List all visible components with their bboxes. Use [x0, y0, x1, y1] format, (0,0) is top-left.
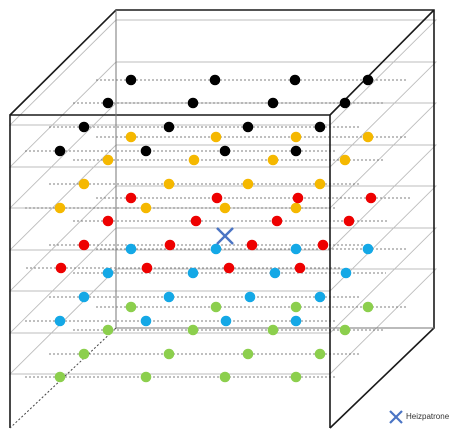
sensor-points — [54, 74, 377, 383]
black-point — [125, 74, 137, 86]
green-point — [125, 301, 137, 313]
blue-point — [102, 267, 114, 279]
blue-point — [220, 315, 232, 327]
yellow-point — [78, 178, 90, 190]
blue-point — [54, 315, 66, 327]
black-point — [187, 97, 199, 109]
legend-label: Heizpatrone — [406, 412, 450, 421]
black-point — [209, 74, 221, 86]
red-point — [271, 215, 283, 227]
green-point — [242, 348, 254, 360]
black-point — [54, 145, 66, 157]
green-point — [210, 301, 222, 313]
yellow-point — [339, 154, 351, 166]
black-point — [290, 145, 302, 157]
black-point — [102, 97, 114, 109]
yellow-point — [362, 131, 374, 143]
blue-point — [78, 291, 90, 303]
black-point — [339, 97, 351, 109]
legend: Heizpatrone — [388, 409, 449, 425]
green-point — [140, 371, 152, 383]
green-point — [290, 371, 302, 383]
red-point — [223, 262, 235, 274]
blue-point — [163, 291, 175, 303]
green-point — [339, 324, 351, 336]
yellow-point — [102, 154, 114, 166]
blue-point — [314, 291, 326, 303]
red-point — [211, 192, 223, 204]
red-point — [294, 262, 306, 274]
green-point — [102, 324, 114, 336]
red-point — [343, 215, 355, 227]
red-point — [102, 215, 114, 227]
black-point — [140, 145, 152, 157]
heater-cross-stroke — [216, 227, 234, 245]
red-point — [141, 262, 153, 274]
layer-plane — [8, 227, 438, 334]
layer-plane — [8, 185, 438, 292]
yellow-point — [163, 178, 175, 190]
red-point — [125, 192, 137, 204]
yellow-point — [140, 202, 152, 214]
black-point — [267, 97, 279, 109]
yellow-point — [188, 154, 200, 166]
yellow-point — [242, 178, 254, 190]
black-point — [314, 121, 326, 133]
blue-point — [187, 267, 199, 279]
green-point — [290, 301, 302, 313]
blue-point — [269, 267, 281, 279]
blue-point — [140, 315, 152, 327]
blue-point — [362, 243, 374, 255]
green-point — [187, 324, 199, 336]
red-point — [55, 262, 67, 274]
yellow-point — [54, 202, 66, 214]
blue-point — [210, 243, 222, 255]
yellow-point — [267, 154, 279, 166]
green-point — [314, 348, 326, 360]
red-point — [164, 239, 176, 251]
black-point — [242, 121, 254, 133]
yellow-point — [290, 202, 302, 214]
green-point — [267, 324, 279, 336]
red-point — [78, 239, 90, 251]
cube-top-right-edges — [9, 9, 435, 429]
blue-point — [290, 243, 302, 255]
layer-plane — [8, 61, 438, 168]
green-point — [219, 371, 231, 383]
green-point — [362, 301, 374, 313]
yellow-point — [314, 178, 326, 190]
x-cross-icon — [389, 410, 403, 424]
green-point — [78, 348, 90, 360]
red-point — [292, 192, 304, 204]
red-point — [190, 215, 202, 227]
red-point — [317, 239, 329, 251]
layer-plane — [8, 19, 438, 126]
cube-front-edges — [9, 114, 331, 428]
red-point — [246, 239, 258, 251]
yellow-point — [290, 131, 302, 143]
yellow-point — [210, 131, 222, 143]
black-point — [78, 121, 90, 133]
blue-point — [125, 243, 137, 255]
blue-point — [290, 315, 302, 327]
blue-point — [340, 267, 352, 279]
black-point — [219, 145, 231, 157]
heater-marker — [216, 227, 234, 245]
cube-edge — [329, 9, 435, 116]
yellow-point — [219, 202, 231, 214]
green-point — [54, 371, 66, 383]
cube-outline — [9, 9, 435, 429]
black-point — [163, 121, 175, 133]
blue-point — [244, 291, 256, 303]
red-point — [365, 192, 377, 204]
dotted-rows — [25, 79, 411, 378]
black-point — [289, 74, 301, 86]
yellow-point — [125, 131, 137, 143]
green-point — [163, 348, 175, 360]
black-point — [362, 74, 374, 86]
